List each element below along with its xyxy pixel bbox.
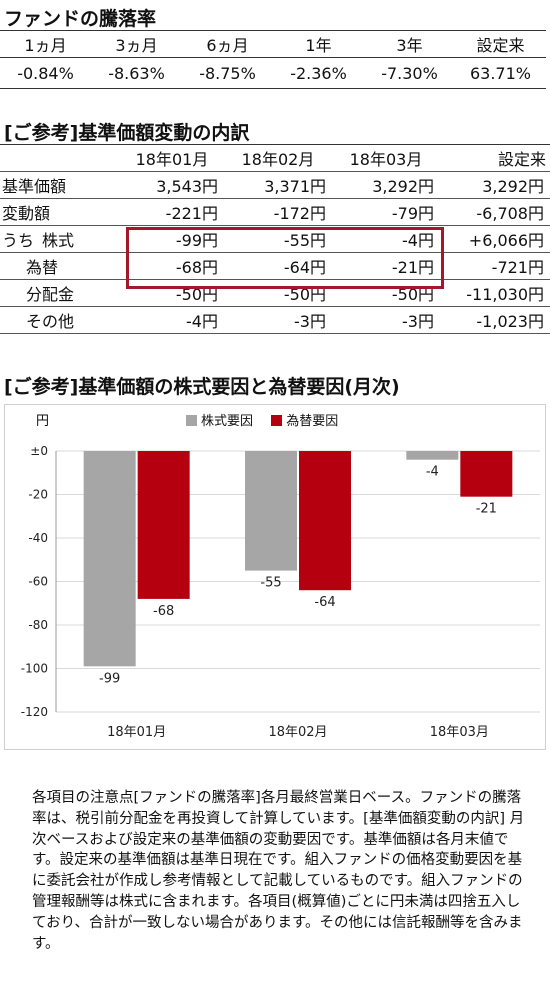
bar-fx (137, 451, 190, 599)
bar-fx (299, 451, 351, 591)
legend-item-stock: 株式要因 (186, 414, 253, 429)
breakdown-title: [ご参考]基準価額変動の内訳 (4, 122, 250, 144)
highlight-box (126, 227, 444, 289)
bar-stock (245, 451, 297, 571)
data-label: -4 (426, 465, 439, 480)
bar-stock (83, 451, 136, 667)
row-value: +6,066円 (440, 225, 550, 253)
x-tick-label: 18年01月 (107, 725, 166, 740)
legend-swatch (271, 415, 283, 426)
performance-value: -0.84% (17, 63, 74, 83)
y-axis-unit: 円 (36, 414, 50, 429)
row-value: -1,023円 (440, 306, 550, 334)
y-tick-label: -100 (21, 662, 48, 676)
footnote: 各項目の注意点[ファンドの騰落率]各月最終営業日ベース。ファンドの騰落率は、税引… (32, 790, 525, 952)
row-value: -79円 (332, 198, 440, 226)
legend-label: 株式要因 (201, 414, 254, 429)
chart-title: [ご参考]基準価額の株式要因と為替要因(月次) (4, 376, 400, 398)
x-tick-label: 18年03月 (430, 725, 489, 740)
row-value: -50円 (120, 279, 224, 307)
breakdown-header: 18年03月 (332, 144, 440, 172)
performance-value: 63.71% (469, 63, 531, 83)
row-value: -55円 (224, 225, 332, 253)
performance-value: -7.30% (381, 63, 438, 83)
row-value: -221円 (120, 198, 224, 226)
y-tick-label: -120 (21, 705, 48, 719)
y-tick-label: ±0 (30, 444, 48, 458)
performance-header: 1年 (273, 30, 364, 58)
row-label: 変動額 (0, 198, 120, 226)
x-tick-label: 18年02月 (268, 725, 327, 740)
row-value: -21円 (332, 252, 440, 280)
row-label: その他 (0, 306, 120, 334)
row-value: -6,708円 (440, 198, 550, 226)
data-label: -55 (260, 576, 281, 591)
breakdown-table: 18年01月 18年02月 18年03月 設定来 基準価額 3,543円 3,3… (0, 144, 550, 334)
row-label: 株式 (42, 231, 75, 250)
row-label: 基準価額 (0, 171, 120, 199)
breakdown-row: 基準価額 3,543円 3,371円 3,292円 3,292円 (0, 171, 550, 199)
chart-frame (4, 404, 546, 750)
row-value: 3,371円 (224, 171, 332, 199)
performance-header: 6ヵ月 (182, 30, 273, 58)
row-value: 3,292円 (332, 171, 440, 199)
row-value: -11,030円 (440, 279, 550, 307)
row-value: -721円 (440, 252, 550, 280)
performance-table: 1ヵ月 3ヵ月 6ヵ月 1年 3年 設定来 -0.84% -8.63% -8.7… (0, 30, 546, 89)
performance-value: -2.36% (290, 63, 347, 83)
y-tick-label: -80 (28, 618, 48, 632)
row-label: 分配金 (0, 279, 120, 307)
row-value: -64円 (224, 252, 332, 280)
legend-label: 為替要因 (286, 414, 339, 429)
chart-legend: 株式要因 為替要因 (186, 410, 338, 429)
performance-header-row: 1ヵ月 3ヵ月 6ヵ月 1年 3年 設定来 (0, 30, 546, 58)
y-tick-label: -20 (28, 488, 48, 502)
breakdown-header-row: 18年01月 18年02月 18年03月 設定来 (0, 144, 550, 172)
bar-chart: ±0 -20 -40 -60 -80 -100 -120 -99 -68 18年01月 -55 -64… (21, 444, 540, 740)
row-value: -4円 (120, 306, 224, 334)
row-value: -172円 (224, 198, 332, 226)
data-label: -68 (153, 604, 174, 619)
row-value: -68円 (120, 252, 224, 280)
performance-value: -8.75% (199, 63, 256, 83)
bar-fx (460, 451, 513, 497)
legend-swatch (186, 415, 197, 426)
data-label: -64 (314, 595, 335, 610)
performance-value: -8.63% (108, 63, 165, 83)
row-value: 3,292円 (440, 171, 550, 199)
data-label: -21 (476, 502, 497, 517)
y-tick-label: -40 (28, 531, 48, 545)
row-prefix: うち (2, 231, 35, 250)
performance-header: 3ヵ月 (91, 30, 182, 58)
breakdown-row: 為替 -68円 -64円 -21円 -721円 (0, 252, 550, 280)
performance-value-row: -0.84% -8.63% -8.75% -2.36% -7.30% 63.71… (0, 58, 546, 89)
row-label: 為替 (0, 252, 120, 280)
breakdown-row: うち 株式 -99円 -55円 -4円 +6,066円 (0, 225, 550, 253)
data-label: -99 (99, 671, 120, 686)
row-value: -50円 (224, 279, 332, 307)
breakdown-header: 18年01月 (120, 144, 224, 172)
row-value: 3,543円 (120, 171, 224, 199)
performance-header: 設定来 (455, 30, 546, 58)
bar-stock (406, 451, 459, 460)
row-value: -3円 (332, 306, 440, 334)
breakdown-header: 18年02月 (224, 144, 332, 172)
y-tick-label: -60 (28, 575, 48, 589)
row-value: -50円 (332, 279, 440, 307)
row-value: -99円 (120, 225, 224, 253)
breakdown-row: その他 -4円 -3円 -3円 -1,023円 (0, 306, 550, 334)
row-value: -3円 (224, 306, 332, 334)
performance-header: 3年 (364, 30, 455, 58)
performance-header: 1ヵ月 (0, 30, 91, 58)
performance-title: ファンドの騰落率 (4, 8, 157, 30)
row-value: -4円 (332, 225, 440, 253)
breakdown-row: 変動額 -221円 -172円 -79円 -6,708円 (0, 198, 550, 226)
breakdown-row: 分配金 -50円 -50円 -50円 -11,030円 (0, 279, 550, 307)
legend-item-fx: 為替要因 (271, 414, 338, 429)
breakdown-header: 設定来 (440, 144, 550, 172)
